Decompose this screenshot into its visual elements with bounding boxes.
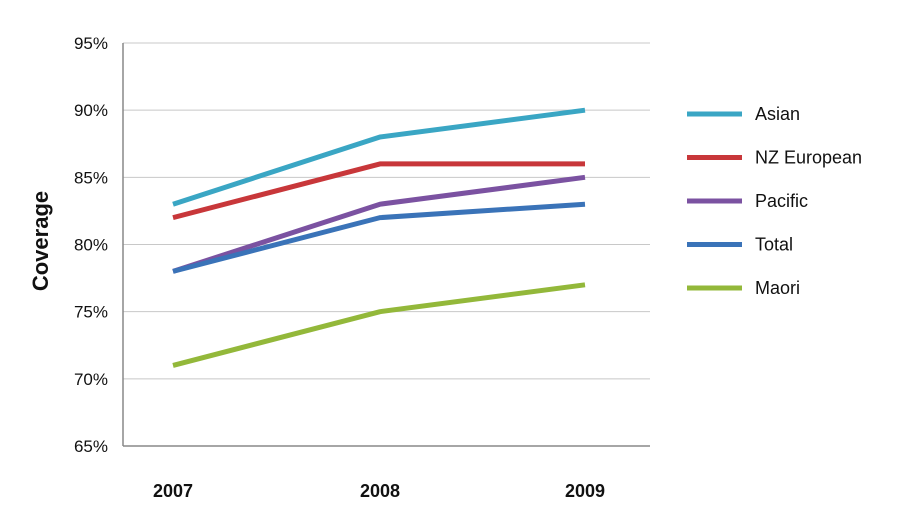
legend-label: Pacific (755, 191, 808, 211)
legend-label: Total (755, 235, 793, 255)
legend-item: Maori (687, 278, 800, 298)
axes (122, 43, 650, 447)
y-tick-label: 95% (74, 34, 108, 53)
legend-label: NZ European (755, 148, 862, 168)
legend-item: Pacific (687, 191, 808, 211)
x-tick-label: 2009 (565, 481, 605, 501)
x-tick-label: 2007 (153, 481, 193, 501)
y-tick-labels: 65% 70% 75% 80% 85% 90% 95% (74, 34, 108, 456)
legend-label: Maori (755, 278, 800, 298)
y-tick-label: 65% (74, 437, 108, 456)
series-line-nz-european (172, 161, 585, 221)
y-tick-label: 85% (74, 168, 108, 187)
y-tick-label: 90% (74, 101, 108, 120)
y-tick-label: 70% (74, 370, 108, 389)
gridlines (123, 42, 650, 380)
y-axis-title: Coverage (28, 191, 53, 291)
legend-item: NZ European (687, 148, 862, 168)
legend-item: Asian (687, 104, 800, 124)
series-line-pacific (172, 174, 586, 274)
legend-label: Asian (755, 104, 800, 124)
series-lines (172, 107, 586, 368)
x-tick-label: 2008 (360, 481, 400, 501)
x-tick-labels: 2007 2008 2009 (153, 481, 605, 501)
series-line-maori (172, 282, 586, 368)
series-line-asian (172, 107, 586, 207)
legend: Asian NZ European Pacific Total Maori (687, 104, 862, 298)
y-tick-label: 80% (74, 236, 108, 255)
legend-item: Total (687, 235, 793, 255)
y-tick-label: 75% (74, 303, 108, 322)
series-line-total (172, 201, 586, 274)
